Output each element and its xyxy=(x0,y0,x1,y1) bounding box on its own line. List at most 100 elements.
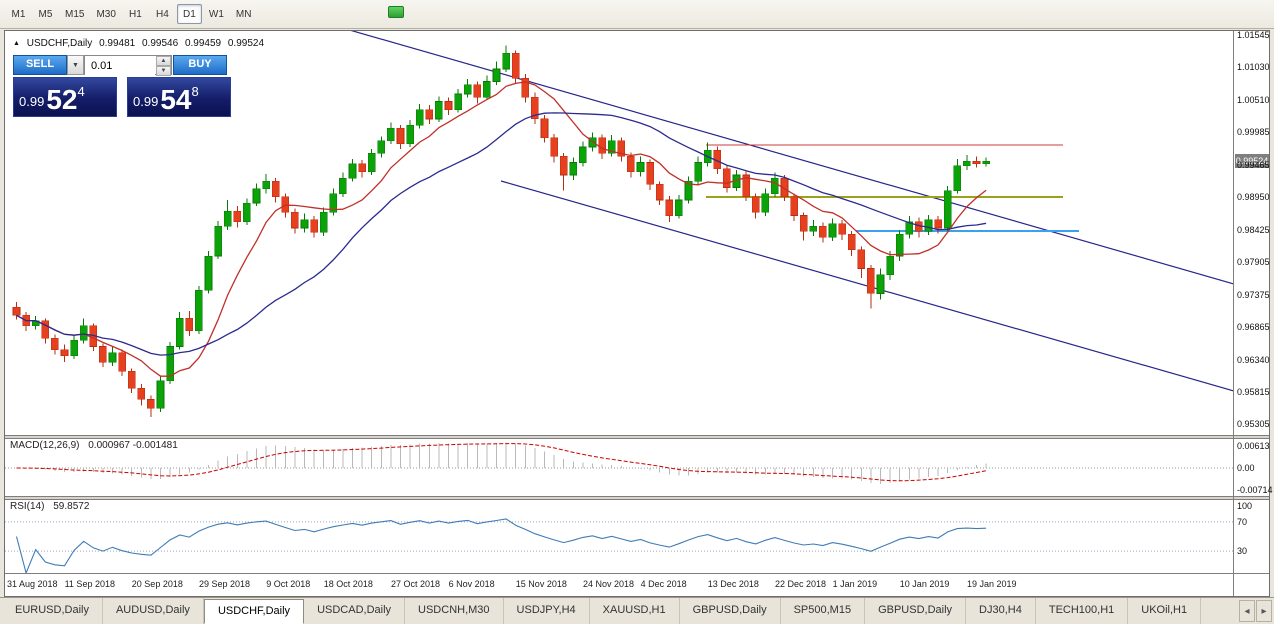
time-axis-label: 20 Sep 2018 xyxy=(131,579,183,589)
rsi-indicator-canvas[interactable] xyxy=(5,500,1233,573)
macd-values: 0.000967 -0.001481 xyxy=(88,440,178,451)
timeframe-button-d1[interactable]: D1 xyxy=(176,4,202,24)
current-price-badge: 0.99524 xyxy=(1235,154,1269,168)
timeframe-button-group: M1 M5 M15 M30 H1 H4 D1 W1 MN xyxy=(5,4,257,24)
price-axis-label: 0.97375 xyxy=(1237,290,1270,300)
time-axis-label: 22 Dec 2018 xyxy=(775,579,827,589)
macd-label: MACD(12,26,9) 0.000967 -0.001481 xyxy=(10,440,184,451)
lot-size-input[interactable] xyxy=(85,57,155,75)
sell-price-point: 4 xyxy=(77,84,85,99)
timeframe-button-m1[interactable]: M1 xyxy=(11,9,26,20)
chart-tabs: EURUSD,Daily AUDUSD,Daily USDCHF,Daily USDC… xyxy=(2,598,1202,624)
macd-axis-label: -0.00714 xyxy=(1237,485,1273,495)
chart-tab-usdjpy-h4[interactable]: USDJPY,H4 xyxy=(504,598,590,624)
time-axis-label: 1 Jan 2019 xyxy=(832,579,878,589)
lot-spin-up-button[interactable]: ▲ xyxy=(156,56,171,66)
time-axis-label: 10 Jan 2019 xyxy=(899,579,950,589)
macd-axis-label: 0.00 xyxy=(1237,463,1255,473)
chart-tab-usdchf-daily[interactable]: USDCHF,Daily xyxy=(203,599,305,624)
timeframe-button-mn[interactable]: MN xyxy=(235,9,252,20)
chart-tab-xauusd-h1[interactable]: XAUUSD,H1 xyxy=(590,598,680,624)
price-axis-label: 0.99985 xyxy=(1237,127,1270,137)
tabs-scroll-left-button[interactable]: ◂ xyxy=(1239,600,1255,622)
chart-tab-audusd-daily[interactable]: AUDUSD,Daily xyxy=(103,598,204,624)
ohlc-high: 0.99546 xyxy=(142,38,179,49)
time-axis-label: 4 Dec 2018 xyxy=(640,579,687,589)
sell-price-major: 0.99 xyxy=(19,94,45,109)
chart-tab-usdcad-daily[interactable]: USDCAD,Daily xyxy=(304,598,406,624)
chart-tab-usdcnh-m30[interactable]: USDCNH,M30 xyxy=(405,598,504,624)
macd-name: MACD(12,26,9) xyxy=(10,440,80,451)
buy-price-pips: 54 xyxy=(160,84,192,115)
timeframe-button-m30[interactable]: M30 xyxy=(96,9,116,20)
price-axis-label: 0.98425 xyxy=(1237,225,1270,235)
panel-separator[interactable] xyxy=(5,496,1269,500)
time-axis-label: 24 Nov 2018 xyxy=(583,579,635,589)
chart-window: ▲ USDCHF,Daily 0.99481 0.99546 0.99459 0… xyxy=(4,30,1273,597)
timeframe-button-w1[interactable]: W1 xyxy=(208,9,224,20)
sell-price-pips: 52 xyxy=(46,84,78,115)
price-axis-label: 0.97905 xyxy=(1237,257,1270,267)
lot-spin-down-button[interactable]: ▼ xyxy=(156,66,171,76)
sell-price-button[interactable]: 0.99 52 4 xyxy=(13,77,117,117)
timeframe-button-h1[interactable]: H1 xyxy=(129,9,142,20)
sell-button[interactable]: SELL xyxy=(13,55,67,75)
tabs-scroll-right-button[interactable]: ▸ xyxy=(1256,600,1272,622)
price-axis-label: 1.01030 xyxy=(1237,62,1270,72)
time-axis-label: 19 Jan 2019 xyxy=(967,579,1017,589)
price-axis-label: 0.96340 xyxy=(1237,355,1270,365)
macd-indicator-canvas[interactable] xyxy=(5,439,1233,496)
price-axis-label: 0.98950 xyxy=(1237,192,1270,202)
price-axis-divider xyxy=(1233,31,1234,596)
rsi-value: 59.8572 xyxy=(53,501,90,512)
buy-price-button[interactable]: 0.99 54 8 xyxy=(127,77,231,117)
chart-tab-tech100-h1[interactable]: TECH100,H1 xyxy=(1036,598,1129,624)
chart-header: ▲ USDCHF,Daily 0.99481 0.99546 0.99459 0… xyxy=(13,38,268,49)
time-axis-label: 15 Nov 2018 xyxy=(515,579,567,589)
chart-symbol-label: USDCHF,Daily xyxy=(26,38,93,49)
ohlc-open: 0.99481 xyxy=(99,38,136,49)
autotrading-icon[interactable] xyxy=(388,6,404,18)
main-chart-canvas[interactable] xyxy=(5,31,1233,435)
one-click-trading-panel: SELL ▼ ▲ ▼ BUY 0.99 52 4 0.9 xyxy=(13,55,233,117)
chart-tab-ukoil-h1[interactable]: UKOil,H1 xyxy=(1128,598,1202,624)
time-axis[interactable]: 31 Aug 2018 11 Sep 2018 20 Sep 2018 29 Sep … xyxy=(5,574,1233,596)
price-axis-label: 0.99465 xyxy=(1237,160,1270,170)
tab-scroll-buttons: ◂ ▸ xyxy=(1238,600,1272,622)
price-axis-label: 0.95815 xyxy=(1237,387,1270,397)
chart-tab-sp500-m15[interactable]: SP500,M15 xyxy=(781,598,866,624)
timeframe-button-h4[interactable]: H4 xyxy=(156,9,169,20)
chart-tab-dj30-h4[interactable]: DJ30,H4 xyxy=(966,598,1036,624)
chart-tab-gbpusd-daily[interactable]: GBPUSD,Daily xyxy=(865,598,967,624)
timeframe-button-m15[interactable]: M15 xyxy=(65,9,85,20)
rsi-name: RSI(14) xyxy=(10,501,45,512)
chart-tab-gbpusd-daily[interactable]: GBPUSD,Daily xyxy=(680,598,781,624)
time-axis-label: 18 Oct 2018 xyxy=(323,579,373,589)
timeframe-toolbar: M1 M5 M15 M30 H1 H4 D1 W1 MN xyxy=(0,0,1274,29)
lot-spinner: ▲ ▼ xyxy=(156,56,171,76)
price-axis-label: 1.01545 xyxy=(1237,30,1270,40)
time-axis-label: 9 Oct 2018 xyxy=(266,579,311,589)
rsi-axis-label: 70 xyxy=(1237,517,1248,527)
price-axis-label: 1.00510 xyxy=(1237,95,1270,105)
buy-price-point: 8 xyxy=(191,84,199,99)
chart-collapse-icon[interactable]: ▲ xyxy=(13,40,20,47)
panel-separator xyxy=(5,573,1269,574)
price-axis-label: 0.95305 xyxy=(1237,419,1270,429)
time-axis-label: 11 Sep 2018 xyxy=(64,579,115,589)
chart-tab-bar: EURUSD,Daily AUDUSD,Daily USDCHF,Daily USDC… xyxy=(0,597,1274,624)
macd-axis-label: 0.00613 xyxy=(1237,441,1270,451)
time-axis-label: 6 Nov 2018 xyxy=(448,579,495,589)
chart-tab-eurusd-daily[interactable]: EURUSD,Daily xyxy=(2,598,103,624)
ohlc-close: 0.99524 xyxy=(227,38,265,49)
lot-size-field: ▲ ▼ xyxy=(84,55,172,76)
panel-separator[interactable] xyxy=(5,435,1269,439)
time-axis-label: 13 Dec 2018 xyxy=(707,579,759,589)
rsi-axis-label: 30 xyxy=(1237,546,1248,556)
buy-button[interactable]: BUY xyxy=(173,55,227,75)
price-axis-label: 0.96865 xyxy=(1237,322,1270,332)
buy-price-major: 0.99 xyxy=(133,94,159,109)
timeframe-button-m5[interactable]: M5 xyxy=(38,9,53,20)
lot-dropdown-button[interactable]: ▼ xyxy=(67,55,84,75)
